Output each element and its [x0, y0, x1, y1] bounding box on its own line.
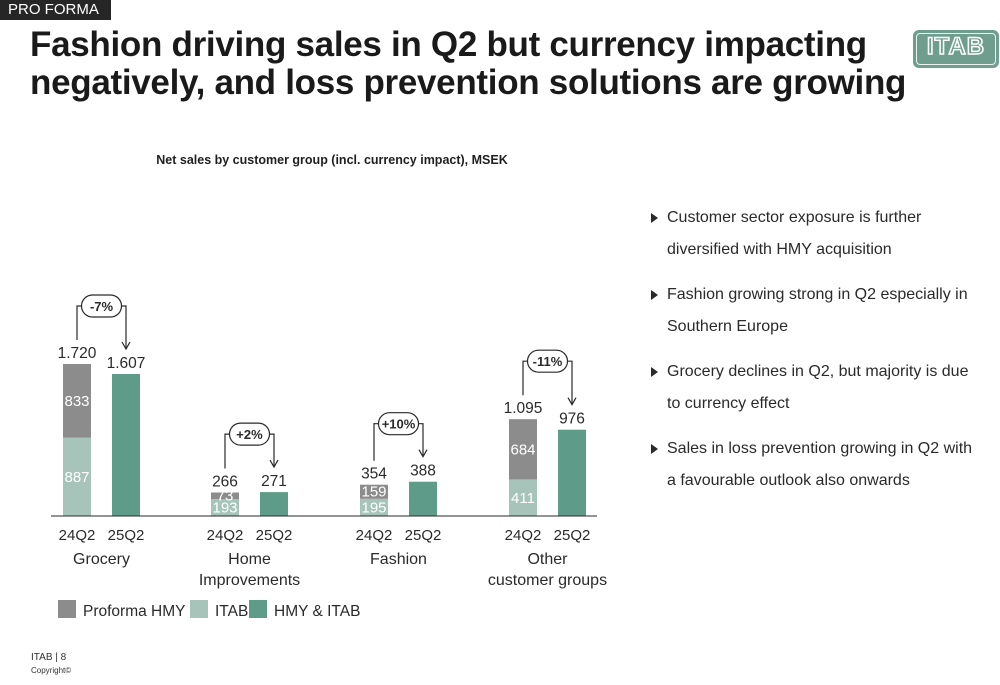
change-bubble — [228, 422, 271, 446]
change-percent-label: +10% — [382, 417, 416, 432]
change-bubble — [80, 294, 123, 318]
page-title: Fashion driving sales in Q2 but currency… — [30, 25, 907, 102]
bar-segment — [112, 374, 140, 516]
bullet-item: Customer sector exposure is further dive… — [651, 202, 981, 266]
bar-segment — [211, 498, 239, 516]
arrow-down-icon — [567, 397, 577, 406]
bar-total-label: 1.607 — [107, 355, 146, 372]
bar-segment — [509, 419, 537, 480]
bar-total-label: 388 — [410, 463, 436, 480]
period-tick-label: 24Q2 — [207, 527, 244, 544]
group-label: Improvements — [199, 572, 300, 589]
bullet-list: Customer sector exposure is further dive… — [651, 202, 981, 510]
bar-segment — [260, 492, 288, 516]
arrow-down-icon — [121, 341, 131, 351]
bullet-text: Fashion growing strong in Q2 especially … — [667, 286, 968, 335]
bar-segment — [558, 429, 586, 516]
bar-total-label: 354 — [361, 466, 387, 483]
net-sales-chart: Net sales by customer group (incl. curre… — [51, 153, 607, 620]
change-percent-label: -7% — [90, 299, 114, 314]
logo-text: ITAB — [926, 32, 986, 61]
legend-swatch — [190, 600, 208, 618]
page-title-line-1: Fashion driving sales in Q2 but currency… — [30, 25, 867, 64]
segment-value-label: 159 — [361, 484, 386, 501]
legend-label: ITAB — [215, 603, 248, 620]
arrow-down-icon — [418, 449, 428, 458]
bullet-triangle-icon — [651, 290, 658, 300]
segment-value-label: 195 — [361, 499, 386, 516]
segment-value-label: 193 — [212, 500, 237, 517]
bullet-text: Grocery declines in Q2, but majority is … — [667, 363, 969, 412]
bar-segment — [360, 498, 388, 516]
arrow-down-icon — [269, 459, 279, 469]
segment-value-label: 411 — [511, 490, 535, 507]
segment-value-label: 684 — [510, 442, 535, 459]
change-percent-label: -11% — [533, 354, 563, 369]
bullet-item: Grocery declines in Q2, but majority is … — [651, 356, 981, 420]
group-label: Other — [527, 551, 568, 568]
period-tick-label: 25Q2 — [554, 527, 591, 544]
copyright: Copyright© — [31, 666, 72, 675]
bar-total-label: 271 — [261, 473, 287, 490]
period-tick-label: 24Q2 — [59, 527, 96, 544]
page-number: ITAB | 8 — [31, 652, 67, 663]
legend-label: Proforma HMY — [83, 603, 186, 620]
group-label: Grocery — [73, 551, 130, 568]
bar-segment — [409, 481, 437, 516]
period-tick-label: 25Q2 — [405, 527, 442, 544]
chart-title: Net sales by customer group (incl. curre… — [156, 153, 507, 167]
segment-value-label: 887 — [64, 469, 89, 486]
period-tick-label: 24Q2 — [356, 527, 393, 544]
bullet-item: Sales in loss prevention growing in Q2 w… — [651, 433, 981, 497]
group-label: Home — [228, 551, 271, 568]
period-tick-label: 25Q2 — [108, 527, 145, 544]
bar-total-label: 1.095 — [504, 400, 543, 417]
bar-segment — [509, 479, 537, 516]
bar-segment — [211, 492, 239, 499]
bar-total-label: 1.720 — [58, 345, 97, 362]
bar-total-label: 976 — [559, 411, 585, 428]
page-title-line-2: negatively, and loss prevention solution… — [30, 63, 907, 102]
bar-segment — [360, 484, 388, 499]
bullet-triangle-icon — [651, 444, 658, 454]
itab-logo: ITAB — [913, 30, 999, 68]
segment-value-label: 73 — [217, 488, 234, 505]
legend-swatch — [58, 600, 76, 618]
change-bubble — [526, 349, 569, 373]
period-tick-label: 24Q2 — [505, 527, 542, 544]
period-tick-label: 25Q2 — [256, 527, 293, 544]
change-bubble — [377, 412, 420, 436]
legend-swatch — [249, 600, 267, 618]
bullet-item: Fashion growing strong in Q2 especially … — [651, 279, 981, 343]
logo-frame — [916, 33, 996, 65]
pro-forma-tag: PRO FORMA — [0, 0, 111, 20]
group-label: customer groups — [488, 572, 607, 589]
footer: ITAB | 8 Copyright© — [31, 651, 71, 677]
group-label: Fashion — [370, 551, 427, 568]
bar-segment — [63, 437, 91, 516]
bullet-text: Sales in loss prevention growing in Q2 w… — [667, 440, 973, 489]
bullet-triangle-icon — [651, 367, 658, 377]
bar-total-label: 266 — [212, 474, 238, 491]
bullet-text: Customer sector exposure is further dive… — [667, 209, 922, 258]
bar-segment — [63, 364, 91, 438]
segment-value-label: 833 — [64, 393, 89, 410]
legend-label: HMY & ITAB — [274, 603, 360, 620]
bullet-triangle-icon — [651, 213, 658, 223]
change-percent-label: +2% — [236, 427, 263, 442]
